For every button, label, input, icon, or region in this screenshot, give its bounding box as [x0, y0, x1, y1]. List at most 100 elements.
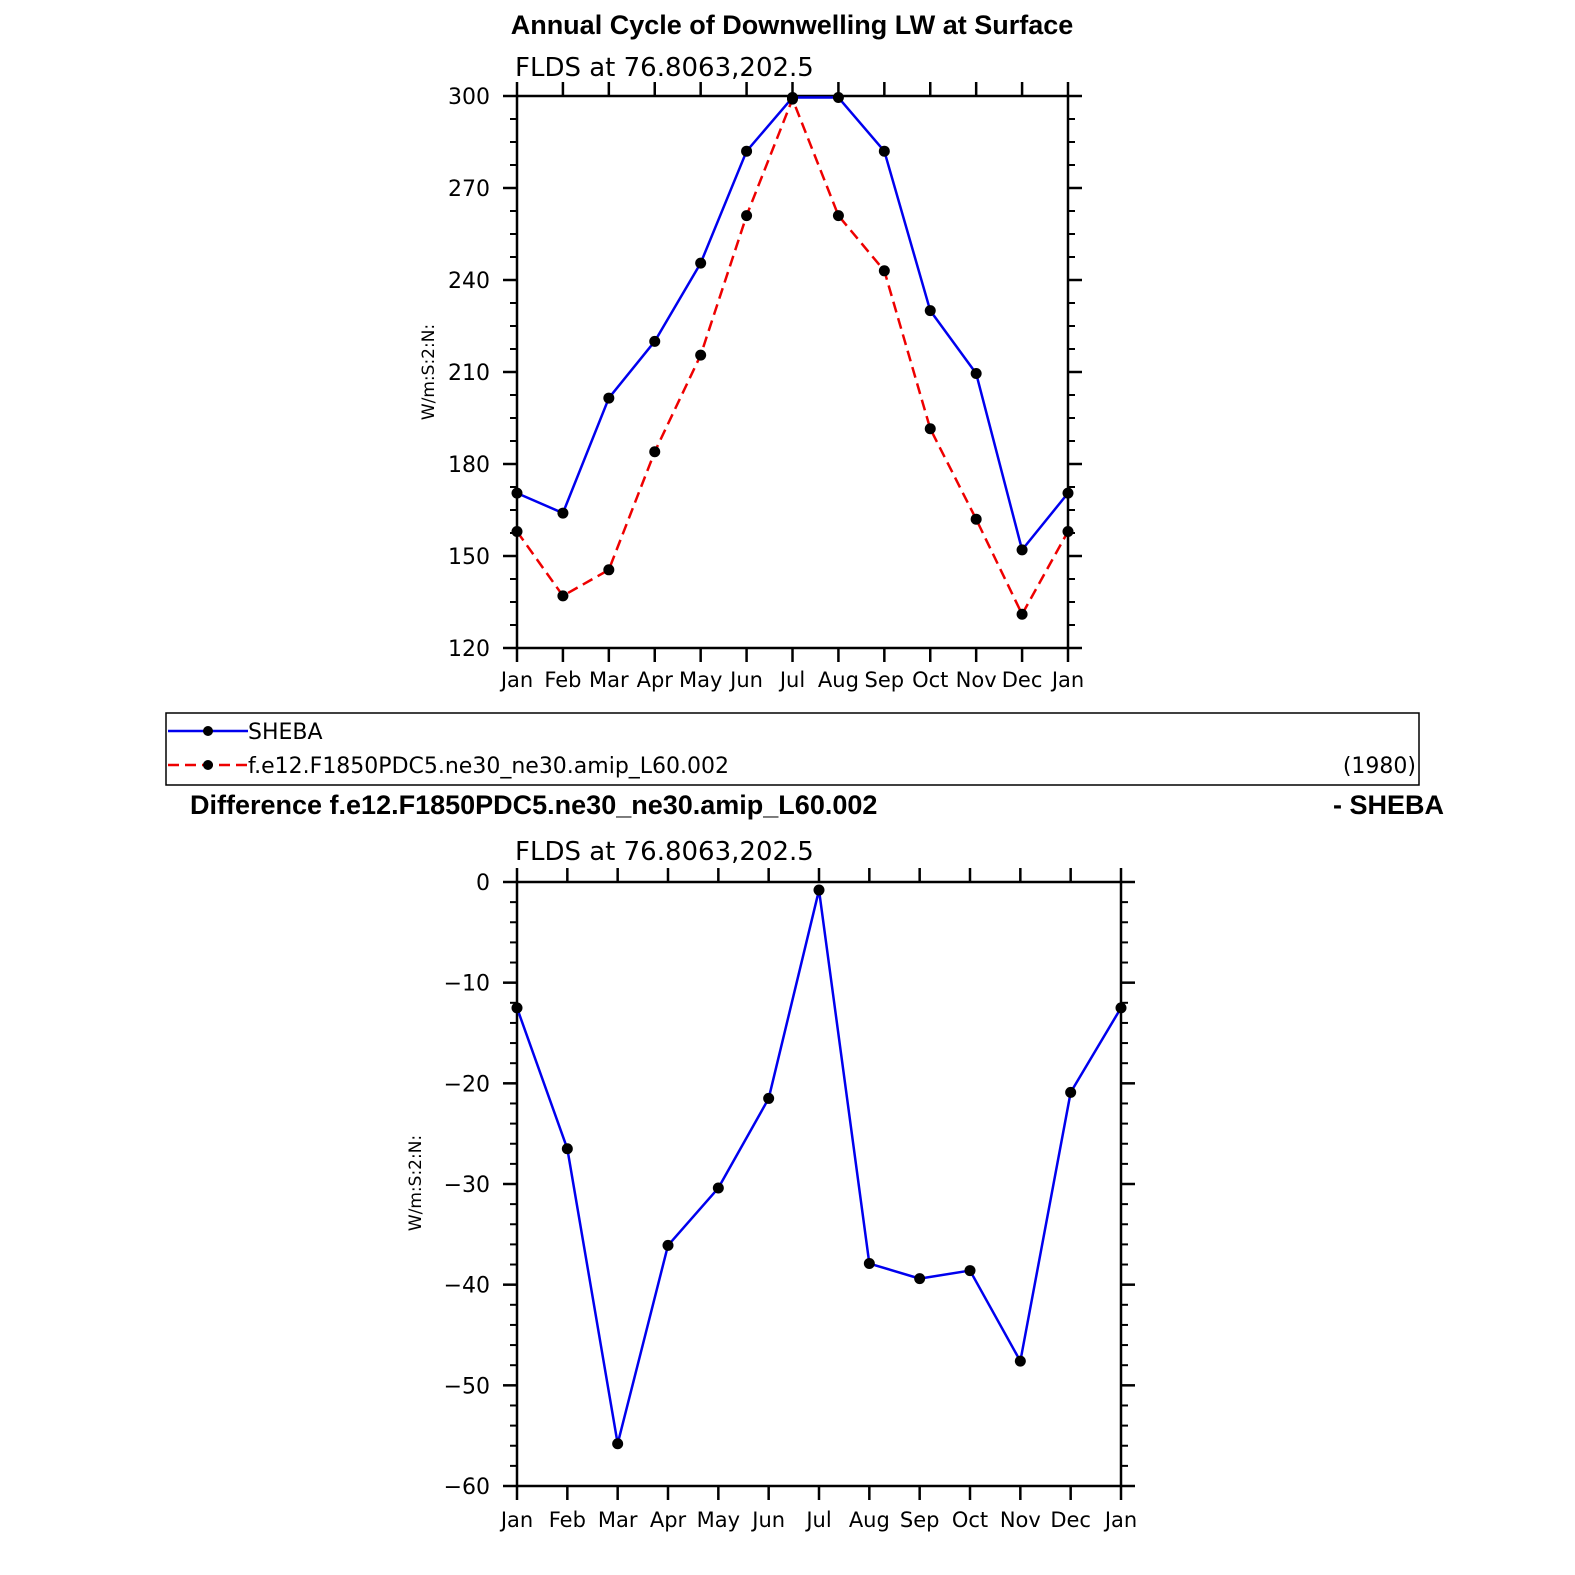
y-tick-label: −20 — [444, 1072, 490, 1097]
data-point — [914, 1273, 926, 1285]
x-tick-label: Feb — [544, 668, 581, 692]
plot-frame — [515, 94, 1070, 650]
data-point — [662, 1239, 674, 1251]
x-tick-label: Oct — [952, 1508, 988, 1532]
y-tick-label: 210 — [448, 361, 490, 386]
data-point — [924, 305, 936, 317]
legend: SHEBA f.e12.F1850PDC5.ne30_ne30.amip_L60… — [165, 712, 1420, 786]
y-tick-labels: −60 −50 −40 −30 −20 −10 0 — [444, 871, 490, 1500]
axis-ticks — [503, 868, 1135, 1500]
y-tick-label: 0 — [476, 871, 490, 896]
x-tick-labels: Jan Feb Mar Apr May Jun Jul Aug Sep Oct Nov Dec Jan — [499, 1508, 1137, 1532]
data-point — [832, 210, 844, 222]
data-point — [924, 423, 936, 435]
x-tick-label: May — [697, 1508, 740, 1532]
chart-difference: Difference f.e12.F1850PDC5.ne30_ne30.ami… — [190, 790, 1444, 1532]
y-tick-label: 150 — [448, 545, 490, 570]
x-tick-label: Mar — [589, 668, 629, 692]
data-point — [695, 349, 707, 361]
x-tick-label: Jul — [804, 1508, 831, 1532]
data-point — [603, 564, 615, 576]
x-tick-label: Jan — [1103, 1508, 1137, 1532]
chart-title: Difference f.e12.F1850PDC5.ne30_ne30.ami… — [190, 790, 877, 820]
series-line-1 — [515, 97, 1070, 616]
x-tick-label: Aug — [849, 1508, 890, 1532]
series-line-0 — [515, 888, 1123, 1445]
data-point — [787, 93, 798, 105]
data-point — [511, 487, 523, 499]
data-point — [557, 507, 569, 519]
chart-subtitle: FLDS at 76.8063,202.5 — [515, 837, 814, 867]
data-point — [1062, 487, 1074, 499]
x-tick-label: Jan — [499, 668, 533, 692]
data-point — [1115, 1002, 1127, 1014]
x-tick-label: Jun — [728, 668, 763, 692]
y-tick-label: 120 — [448, 637, 490, 662]
data-point — [1062, 525, 1074, 537]
data-point — [511, 525, 523, 537]
y-tick-label: 300 — [448, 85, 490, 110]
data-point — [813, 884, 825, 896]
data-point — [1016, 544, 1028, 556]
data-point — [970, 513, 982, 525]
y-tick-label: −50 — [444, 1374, 490, 1399]
x-tick-label: Aug — [818, 668, 859, 692]
data-point — [1065, 1086, 1077, 1098]
y-tick-labels: 120 150 180 210 240 270 300 — [448, 85, 490, 662]
data-point — [741, 210, 753, 222]
data-point — [1014, 1355, 1026, 1367]
y-tick-label: −60 — [444, 1475, 490, 1500]
data-point — [1016, 608, 1028, 620]
data-point — [649, 335, 661, 347]
y-tick-label: 180 — [448, 453, 490, 478]
series-line-0 — [516, 96, 1069, 552]
data-point — [712, 1182, 724, 1194]
x-tick-label: Dec — [1002, 668, 1043, 692]
legend-year-note: (1980) — [1343, 754, 1416, 779]
data-point — [832, 92, 844, 104]
y-axis-label: W/m:S:2:N: — [406, 1135, 426, 1231]
data-point — [695, 257, 707, 269]
data-point — [649, 446, 661, 458]
data-point — [863, 1258, 875, 1270]
x-tick-labels: Jan Feb Mar Apr May Jun Jul Aug Sep Oct Nov Dec Jan — [499, 668, 1084, 692]
series-group — [511, 884, 1127, 1450]
legend-entry-model: f.e12.F1850PDC5.ne30_ne30.amip_L60.002 — [248, 754, 729, 779]
x-tick-label: Sep — [900, 1508, 940, 1532]
data-point — [557, 590, 569, 602]
data-point — [741, 145, 753, 157]
data-point — [970, 368, 982, 380]
legend-sheba-marker — [203, 726, 213, 736]
series-group — [511, 92, 1074, 620]
legend-entry-sheba: SHEBA — [248, 720, 323, 745]
chart-title-right: - SHEBA — [1333, 790, 1444, 820]
x-tick-label: Jul — [778, 668, 805, 692]
y-axis-label: W/m:S:2:N: — [419, 324, 439, 420]
legend-box — [165, 712, 1420, 786]
data-point — [511, 1002, 523, 1014]
x-tick-label: Jan — [499, 1508, 533, 1532]
x-tick-label: Nov — [1000, 1508, 1041, 1532]
data-point — [878, 145, 890, 157]
axis-ticks — [503, 82, 1082, 662]
x-tick-label: Dec — [1050, 1508, 1091, 1532]
x-tick-label: Feb — [549, 1508, 586, 1532]
chart-annual-cycle: Annual Cycle of Downwelling LW at Surfac… — [419, 10, 1084, 692]
x-tick-label: Jan — [1050, 668, 1084, 692]
x-tick-label: May — [679, 668, 722, 692]
data-point — [964, 1265, 976, 1277]
x-tick-label: Nov — [956, 668, 997, 692]
data-point — [603, 392, 615, 404]
legend-model-marker — [203, 760, 213, 770]
x-tick-label: Sep — [865, 668, 905, 692]
x-tick-label: Mar — [598, 1508, 638, 1532]
data-point — [763, 1092, 775, 1104]
x-tick-label: Apr — [637, 668, 674, 692]
plot-frame — [515, 880, 1123, 1488]
y-tick-label: −40 — [444, 1274, 490, 1299]
chart-title: Annual Cycle of Downwelling LW at Surfac… — [511, 10, 1074, 40]
y-tick-label: 270 — [448, 177, 490, 202]
y-tick-label: −10 — [444, 972, 490, 997]
data-point — [561, 1143, 573, 1155]
